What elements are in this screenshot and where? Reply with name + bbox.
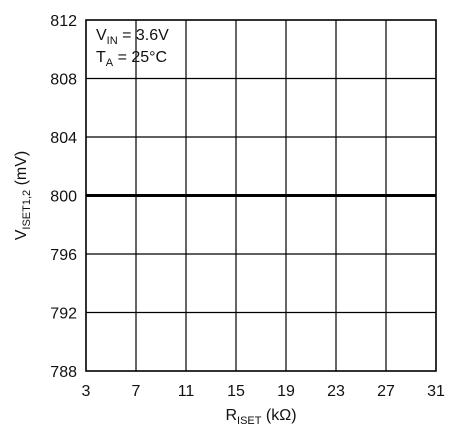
x-tick-label: 15 — [227, 383, 245, 400]
y-tick-label: 804 — [50, 130, 77, 147]
x-tick-label: 19 — [277, 383, 295, 400]
y-tick-label: 808 — [50, 72, 77, 89]
y-tick-label: 800 — [50, 189, 77, 206]
x-tick-label: 31 — [427, 383, 445, 400]
x-axis-label: RISET (kΩ) — [225, 407, 296, 425]
x-tick-label: 27 — [377, 383, 395, 400]
y-tick-label: 796 — [50, 247, 77, 264]
y-tick-label: 812 — [50, 13, 77, 30]
x-tick-label: 3 — [82, 383, 91, 400]
y-tick-label: 788 — [50, 364, 77, 381]
annotation-text: VIN = 3.6V — [96, 27, 169, 47]
y-tick-label: 792 — [50, 306, 77, 323]
annotation-text: TA = 25°C — [96, 49, 167, 69]
y-axis-label: VISET1,2 (mV) — [13, 151, 33, 241]
x-tick-label: 11 — [178, 383, 195, 400]
x-tick-label: 23 — [327, 383, 345, 400]
x-tick-label: 7 — [132, 383, 141, 400]
